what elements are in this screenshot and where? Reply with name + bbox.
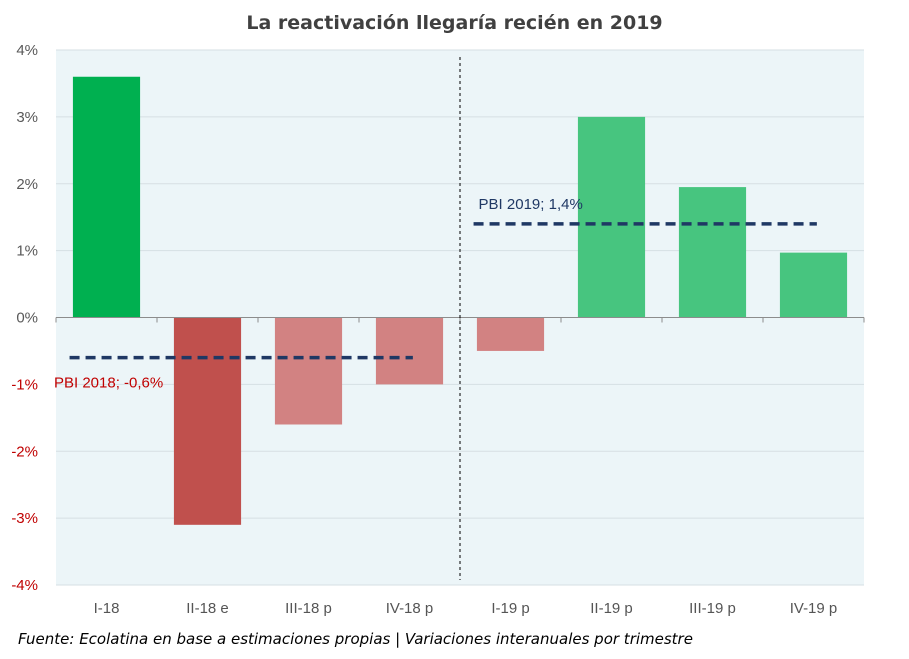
bar [678, 187, 747, 318]
x-tick-label: II-19 p [590, 600, 633, 617]
x-tick-label: I-19 p [491, 600, 529, 617]
x-tick-label: IV-19 p [790, 600, 838, 617]
bar [476, 317, 545, 351]
bar [779, 252, 848, 318]
source-note: Fuente: Ecolatina en base a estimaciones… [18, 630, 693, 648]
bar [72, 76, 141, 318]
x-tick-label: II-18 e [186, 600, 229, 617]
bar [274, 317, 343, 425]
reference-lines: PBI 2018; -0,6% PBI 2019; 1,4% [54, 57, 817, 580]
y-tick-label: -1% [11, 376, 38, 393]
bars [72, 76, 848, 525]
y-tick-label: -2% [11, 443, 38, 460]
bar [577, 116, 646, 318]
reference-line-label: PBI 2019; 1,4% [479, 196, 583, 213]
y-tick-label: 2% [16, 176, 38, 193]
y-tick-label: -3% [11, 510, 38, 527]
x-tick-label: III-18 p [285, 600, 332, 617]
y-tick-label: -4% [11, 577, 38, 594]
x-tick-label: I-18 [94, 600, 120, 617]
y-tick-label: 3% [16, 109, 38, 126]
x-tick-label: IV-18 p [386, 600, 434, 617]
x-tick-label: III-19 p [689, 600, 736, 617]
reference-line-label: PBI 2018; -0,6% [54, 375, 163, 392]
y-tick-label: 1% [16, 243, 38, 260]
bar [375, 317, 444, 385]
chart-title: La reactivación llegaría recién en 2019 [246, 12, 663, 34]
bar [173, 317, 242, 525]
y-tick-label: 0% [16, 310, 38, 327]
axes: 4% 3% 2% 1% 0% -1% -2% -3% -4% I-18 II-18 e III-18 … [11, 42, 865, 617]
y-tick-label: 4% [16, 42, 38, 59]
